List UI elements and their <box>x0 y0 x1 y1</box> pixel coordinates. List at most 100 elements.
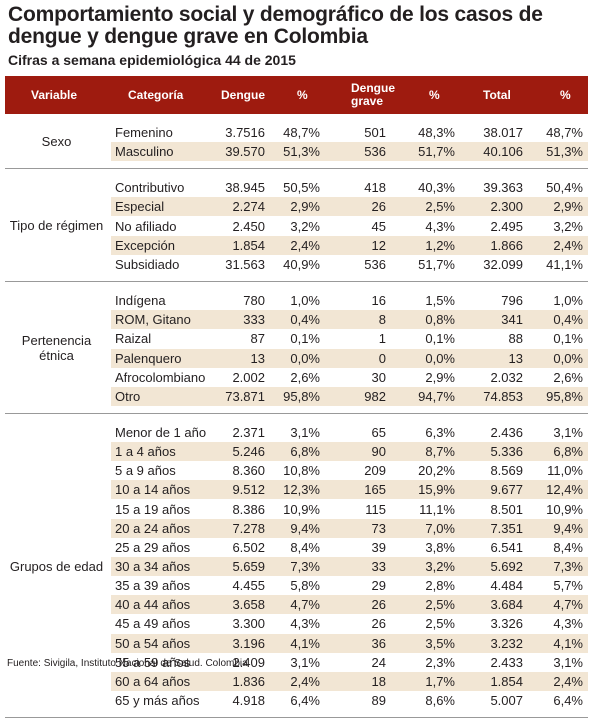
variable-label: Tipo de régimen <box>9 218 104 234</box>
cell-pct-dengue: 0,4% <box>290 312 320 328</box>
cell-dengue: 2.371 <box>232 424 265 440</box>
cell-pct-grave: 20,2% <box>418 463 455 479</box>
cell-dengue-grave: 982 <box>364 388 386 404</box>
cell-categoria: Subsidiado <box>115 256 180 272</box>
cell-pct-total: 51,3% <box>546 144 583 160</box>
cell-dengue: 39.570 <box>225 144 265 160</box>
cell-dengue: 6.502 <box>232 539 265 555</box>
cell-dengue-grave: 115 <box>365 501 386 517</box>
cell-pct-grave: 2,8% <box>425 578 455 594</box>
table-row: 65 y más años 4.918 6,4% 89 8,6% 5.007 6,4% <box>111 691 588 710</box>
cell-dengue: 1.836 <box>232 673 265 689</box>
cell-pct-grave: 51,7% <box>418 256 455 272</box>
cell-dengue: 73.871 <box>225 388 265 404</box>
cell-categoria: 65 y más años <box>115 693 200 709</box>
table-row: ROM, Gitano 333 0,4% 8 0,8% 341 0,4% <box>111 310 588 330</box>
cell-dengue: 9.512 <box>232 482 265 498</box>
cell-dengue: 2.002 <box>232 369 265 385</box>
cell-total: 2.433 <box>490 654 523 670</box>
cell-pct-total: 95,8% <box>546 388 583 404</box>
cell-dengue: 1.854 <box>232 237 265 253</box>
cell-dengue: 5.246 <box>232 444 265 460</box>
cell-total: 2.495 <box>490 218 523 234</box>
table-row: 1 a 4 años 5.246 6,8% 90 8,7% 5.336 6,8% <box>111 442 588 462</box>
cell-dengue: 2.274 <box>232 199 265 215</box>
cell-pct-dengue: 6,8% <box>290 444 320 460</box>
cell-pct-dengue: 0,1% <box>290 331 320 347</box>
cell-total: 5.336 <box>490 444 523 460</box>
header-pct-total: % <box>560 87 571 102</box>
cell-dengue-grave: 26 <box>371 616 386 632</box>
cell-dengue: 333 <box>243 312 265 328</box>
cell-pct-total: 9,4% <box>553 520 583 536</box>
cell-pct-total: 6,8% <box>553 444 583 460</box>
cell-dengue: 5.659 <box>232 559 265 574</box>
cell-pct-total: 2,4% <box>553 673 583 689</box>
cell-categoria: 10 a 14 años <box>115 482 191 498</box>
table-row: 20 a 24 años 7.278 9,4% 73 7,0% 7.351 9,4% <box>111 518 588 538</box>
header-categoria: Categoría <box>128 87 184 102</box>
cell-dengue: 3.658 <box>232 597 265 613</box>
table-row: 35 a 39 años 4.455 5,8% 29 2,8% 4.484 5,7% <box>111 576 588 595</box>
cell-pct-total: 3,2% <box>553 218 583 234</box>
cell-dengue-grave: 90 <box>371 444 386 460</box>
cell-dengue-grave: 18 <box>371 673 386 689</box>
source-footer: Fuente: Sivigila, Instituto Nacional de … <box>7 658 248 669</box>
cell-categoria: 25 a 29 años <box>115 539 191 555</box>
cell-total: 1.866 <box>490 237 523 253</box>
table-row: 50 a 54 años 3.196 4,1% 36 3,5% 3.232 4,1% <box>111 633 588 653</box>
cell-categoria: 30 a 34 años <box>115 559 191 574</box>
cell-pct-dengue: 4,7% <box>290 597 320 613</box>
variable-label: Sexo <box>41 134 72 150</box>
cell-dengue: 31.563 <box>225 256 265 272</box>
cell-pct-grave: 3,5% <box>425 635 455 651</box>
cell-pct-total: 48,7% <box>546 125 583 140</box>
cell-dengue: 87 <box>250 331 265 347</box>
cell-dengue: 8.360 <box>232 463 265 479</box>
cell-dengue-grave: 26 <box>371 597 386 613</box>
cell-categoria: 35 a 39 años <box>115 578 191 594</box>
table-row: 40 a 44 años 3.658 4,7% 26 2,5% 3.684 4,7% <box>111 595 588 615</box>
cell-categoria: Raizal <box>115 331 152 347</box>
cell-dengue-grave: 29 <box>371 578 386 594</box>
group-divider <box>5 281 588 283</box>
table-row: Especial 2.274 2,9% 26 2,5% 2.300 2,9% <box>111 197 588 217</box>
cell-categoria: 55 a 59 años <box>115 654 191 670</box>
cell-dengue-grave: 8 <box>378 312 386 328</box>
cell-pct-total: 0,0% <box>553 350 583 366</box>
cell-pct-total: 6,4% <box>553 693 583 709</box>
cell-dengue: 2.450 <box>232 218 265 234</box>
cell-categoria: 1 a 4 años <box>115 444 176 460</box>
cell-dengue: 13 <box>250 350 265 366</box>
cell-pct-grave: 3,8% <box>425 539 455 555</box>
cell-pct-dengue: 4,3% <box>290 616 320 632</box>
cell-total: 88 <box>508 331 523 347</box>
cell-pct-dengue: 4,1% <box>290 635 320 651</box>
cell-pct-dengue: 95,8% <box>283 388 320 404</box>
cell-total: 3.232 <box>490 635 523 651</box>
cell-pct-total: 0,4% <box>553 312 583 328</box>
table-row: Contributivo 38.945 50,5% 418 40,3% 39.363 50,… <box>111 178 588 197</box>
cell-pct-dengue: 2,4% <box>290 673 320 689</box>
header-variable: Variable <box>31 87 78 102</box>
cell-categoria: 45 a 49 años <box>115 616 191 632</box>
cell-pct-dengue: 2,4% <box>290 237 320 253</box>
cell-dengue: 38.945 <box>225 180 265 196</box>
cell-dengue-grave: 16 <box>371 293 386 309</box>
cell-pct-total: 4,3% <box>553 616 583 632</box>
cell-total: 2.436 <box>490 424 523 440</box>
cell-pct-dengue: 12,3% <box>283 482 320 498</box>
cell-pct-grave: 2,5% <box>425 597 455 613</box>
cell-total: 4.484 <box>490 578 523 594</box>
cell-dengue-grave: 33 <box>371 559 386 574</box>
cell-categoria: 40 a 44 años <box>115 597 191 613</box>
cell-dengue-grave: 45 <box>371 218 386 234</box>
cell-pct-grave: 0,1% <box>425 331 455 347</box>
page-title: Comportamiento social y demográfico de l… <box>8 3 543 48</box>
cell-dengue-grave: 536 <box>364 256 386 272</box>
cell-categoria: Especial <box>115 199 165 215</box>
cell-dengue: 3.7516 <box>225 125 265 140</box>
cell-dengue-grave: 12 <box>371 237 386 253</box>
cell-categoria: Femenino <box>115 125 173 140</box>
header-dengue: Dengue <box>221 87 266 102</box>
